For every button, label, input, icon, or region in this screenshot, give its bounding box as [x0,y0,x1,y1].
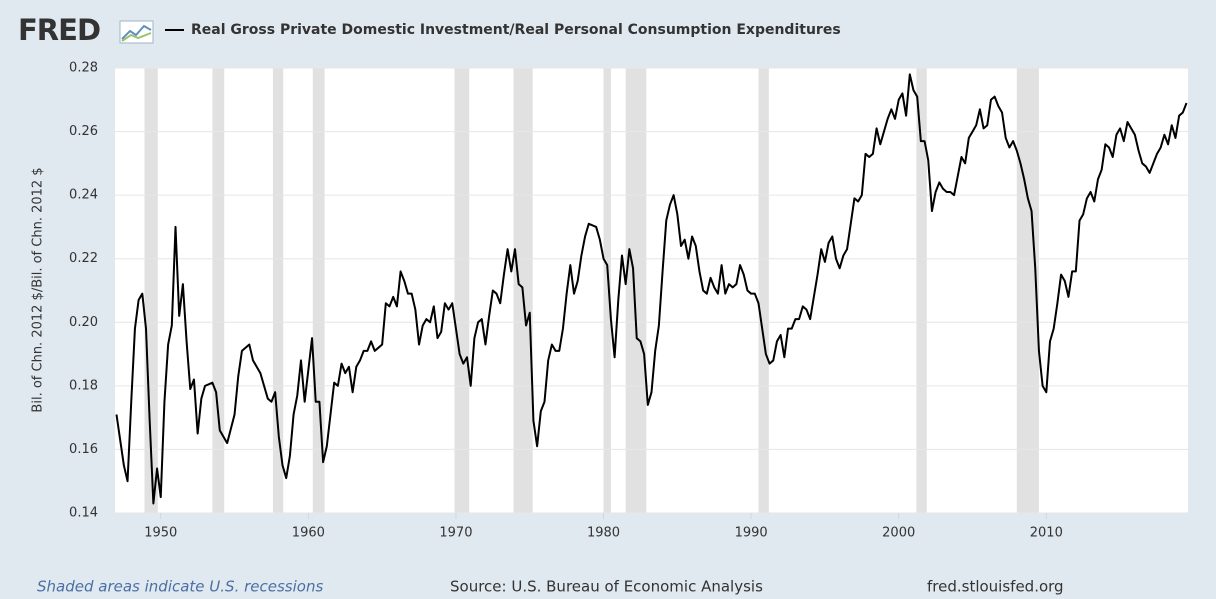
recession-band [603,68,611,513]
recession-band [144,68,158,513]
footer-note: Shaded areas indicate U.S. recessions [37,578,323,596]
x-tick-label: 1960 [292,526,325,541]
recession-band [212,68,225,513]
y-tick-label: 0.20 [69,315,98,330]
plot: 0.14 0.16 0.18 0.20 0.22 0.24 0.26 0.28 1950 1960… [69,61,1188,541]
y-tick-label: 0.16 [69,442,98,457]
x-tick-label: 2000 [882,526,915,541]
recession-band [916,68,927,513]
y-tick-label: 0.18 [69,378,98,393]
footer-url: fred.stlouisfed.org [927,578,1064,596]
x-tick-label: 1990 [735,526,768,541]
plot-area [115,68,1188,513]
logo: FRED [18,13,100,47]
recession-band [312,68,325,513]
logo-icon [119,20,154,44]
x-tick-label: 2010 [1030,526,1063,541]
legend-label: Real Gross Private Domestic Investment/R… [191,22,841,38]
recession-band [758,68,769,513]
x-tick-label: 1970 [439,526,472,541]
recession-band [272,68,284,513]
y-tick-label: 0.26 [69,124,98,139]
recession-band [625,68,647,513]
recession-band [1016,68,1039,513]
y-tick-label: 0.28 [69,61,98,76]
recession-band [454,68,470,513]
footer-source: Source: U.S. Bureau of Economic Analysis [450,578,763,596]
x-tick-label: 1950 [144,526,177,541]
y-axis-label: Bil. of Chn. 2012 $/Bil. of Chn. 2012 $ [31,167,46,412]
y-tick-label: 0.22 [69,251,98,266]
x-tick-label: 1980 [587,526,620,541]
y-tick-label: 0.14 [69,506,98,521]
y-tick-label: 0.24 [69,188,98,203]
data-line [115,73,1188,505]
